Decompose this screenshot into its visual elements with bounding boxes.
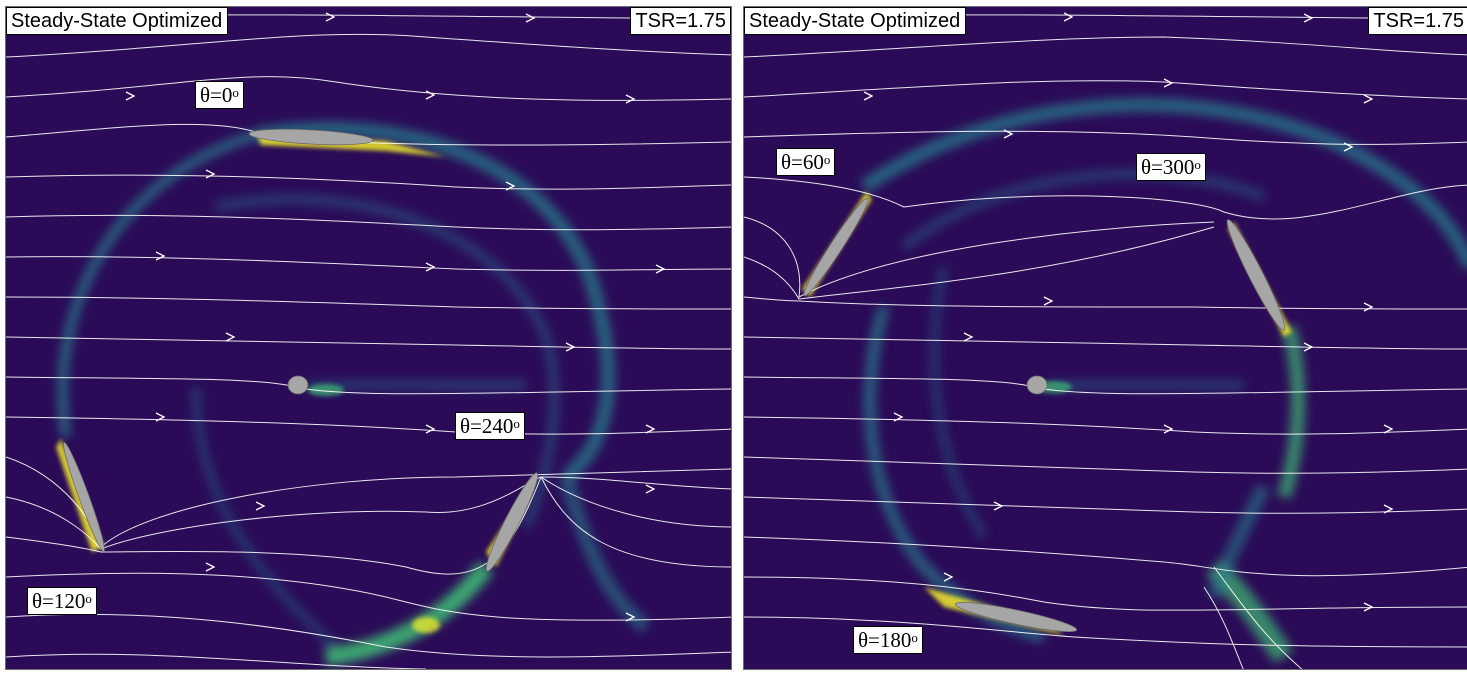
theta-label-60: θ=60o [776,148,836,176]
blade-theta-0 [248,128,374,146]
vorticity-field-left [6,7,731,669]
streamline-arrows [863,12,1394,612]
theta-label-0: θ=0o [195,81,244,109]
blades [803,197,1286,632]
vortex-wake-rings [57,121,651,666]
panel-title: Steady-State Optimized [744,7,967,35]
streamlines [744,14,1467,669]
panel-title: Steady-State Optimized [6,7,229,35]
flow-panel-right: Steady-State Optimized TSR=1.75 θ=60o θ=… [743,6,1467,670]
streamline-arrows [125,12,666,622]
blade-theta-120 [63,442,105,552]
blade-theta-300 [1226,219,1286,331]
theta-label-120: θ=120o [27,587,97,615]
vorticity-field-right [744,7,1467,669]
blade-theta-180 [954,602,1078,632]
flow-panel-left: Steady-State Optimized TSR=1.75 θ=0o θ=1… [5,6,732,670]
blade-theta-60 [803,197,869,297]
rotor-shaft [287,375,309,395]
tsr-label: TSR=1.75 [630,7,731,35]
rotor-shaft [1026,375,1048,395]
theta-label-300: θ=300o [1136,153,1206,181]
vortex-wake-rings [860,97,1467,664]
tsr-label: TSR=1.75 [1368,7,1467,35]
field-background [744,7,1467,669]
theta-label-240: θ=240o [455,412,525,440]
blades [63,128,539,572]
theta-label-180: θ=180o [853,626,923,654]
blade-theta-240 [485,472,539,572]
